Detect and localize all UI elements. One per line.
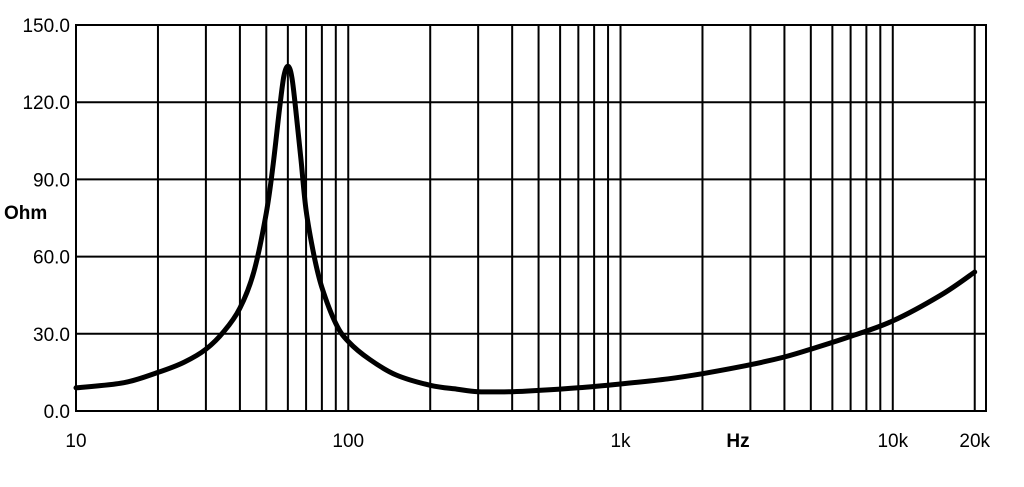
impedance-curve-layer: [73, 63, 978, 395]
y-tick-label: 30.0: [33, 325, 70, 346]
y-tick-label: 60.0: [33, 248, 70, 269]
x-tick-label: 1k: [610, 431, 631, 452]
x-tick-label: 20k: [959, 431, 990, 452]
y-tick-labels: 0.0 30.0 60.0 90.0 120.0 150.0: [22, 16, 70, 423]
x-axis-label: Hz: [726, 431, 749, 452]
x-tick-label: 10k: [877, 431, 908, 452]
impedance-curve: [73, 63, 978, 395]
plot-frame: [75, 24, 987, 412]
x-tick-label: 100: [332, 431, 364, 452]
x-tick-labels: 10 100 1k 10k 20k: [65, 431, 990, 452]
y-tick-label: 90.0: [33, 170, 70, 191]
y-tick-label: 0.0: [44, 402, 70, 423]
x-tick-label: 10: [65, 431, 86, 452]
y-axis-label: Ohm: [4, 203, 47, 224]
grid: [76, 24, 986, 412]
y-tick-label: 150.0: [22, 16, 70, 37]
y-tick-label: 120.0: [22, 93, 70, 114]
